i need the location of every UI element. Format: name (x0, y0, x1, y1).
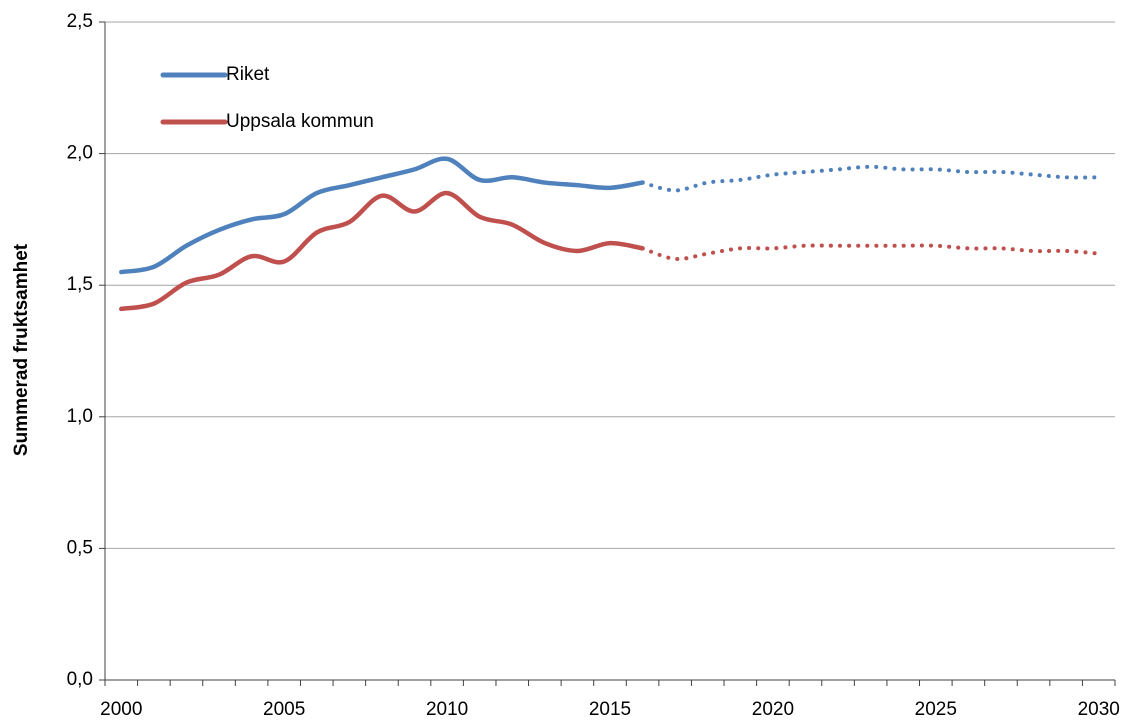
y-tick-label: 1,0 (67, 406, 93, 427)
y-tick-label: 0,0 (67, 669, 93, 690)
series-line (119, 190, 645, 312)
y-tick-label: 0,5 (67, 537, 93, 558)
y-tick-label: 1,5 (67, 274, 93, 295)
y-axis-label: Summerad fruktsamhet (11, 243, 32, 456)
x-tick-label: 2000 (100, 699, 142, 720)
y-tick-label: 2,5 (67, 11, 93, 32)
x-tick-label: 2025 (915, 699, 957, 720)
projection-line (640, 243, 1101, 261)
projection-line (640, 164, 1101, 193)
series-line (119, 156, 645, 275)
y-tick-label: 2,0 (67, 143, 93, 164)
legend-label: Uppsala kommun (226, 111, 374, 132)
legend-label: Riket (226, 64, 270, 85)
x-tick-label: 2015 (589, 699, 631, 720)
x-tick-label: 2020 (752, 699, 794, 720)
x-tick-label: 2010 (426, 699, 468, 720)
x-tick-label: 2030 (1078, 699, 1120, 720)
x-tick-label: 2005 (263, 699, 305, 720)
